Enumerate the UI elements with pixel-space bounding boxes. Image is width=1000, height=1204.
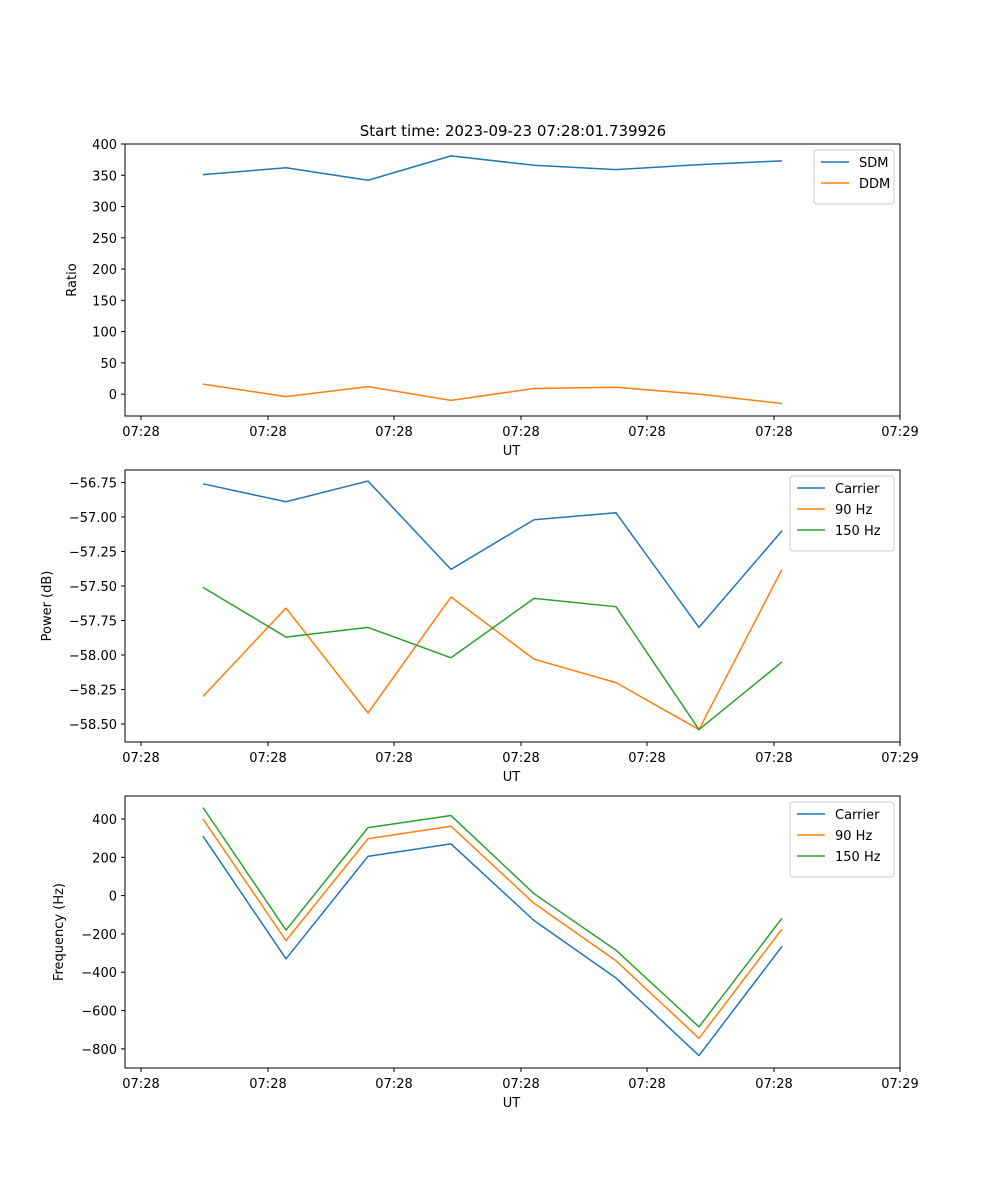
y-tick-label: −400 bbox=[81, 966, 117, 981]
series-line-sdm bbox=[202, 155, 783, 182]
x-tick-label: 07:28 bbox=[755, 1077, 792, 1092]
x-tick-label: 07:28 bbox=[375, 425, 412, 440]
chart-panel-1: 07:28 07:28 07:28 07:28 07:28 07:28 07:29 0 50 10… bbox=[65, 138, 919, 459]
y-tick-label: −58.25 bbox=[69, 684, 117, 699]
figure-title: Start time: 2023-09-23 07:28:01.739926 bbox=[360, 122, 666, 140]
chart-panel-3: 07:28 07:28 07:28 07:28 07:28 07:28 07:29 −800 −… bbox=[52, 795, 919, 1111]
legend-label: SDM bbox=[859, 156, 888, 171]
x-tick-label: 07:28 bbox=[502, 751, 539, 766]
axes-frame bbox=[124, 795, 901, 1069]
series-line-carrier bbox=[202, 835, 783, 1057]
y-tick-label: 100 bbox=[92, 326, 117, 341]
y-tick-label: 200 bbox=[92, 263, 117, 278]
y-tick-label: −600 bbox=[81, 1005, 117, 1020]
y-axis-label: Frequency (Hz) bbox=[52, 883, 67, 981]
legend: SDM DDM bbox=[813, 149, 895, 205]
series-line-150-hz bbox=[202, 586, 783, 731]
x-tick-label: 07:28 bbox=[249, 751, 286, 766]
y-tick-label: 300 bbox=[92, 201, 117, 216]
legend-label: Carrier bbox=[835, 808, 880, 823]
y-tick-label: −57.25 bbox=[69, 545, 117, 560]
legend-label: 150 Hz bbox=[835, 850, 881, 865]
y-tick-label: 250 bbox=[92, 232, 117, 247]
y-tick-label: 400 bbox=[92, 138, 117, 153]
y-tick-label: −57.75 bbox=[69, 614, 117, 629]
x-tick-label: 07:28 bbox=[628, 751, 665, 766]
x-tick-label: 07:28 bbox=[755, 751, 792, 766]
axes-frame bbox=[124, 469, 901, 743]
y-tick-label: 400 bbox=[92, 813, 117, 828]
x-tick-label: 07:28 bbox=[502, 1077, 539, 1092]
x-axis-label: UT bbox=[503, 1096, 521, 1111]
x-tick-label: 07:28 bbox=[249, 425, 286, 440]
series-line-150-hz bbox=[202, 807, 783, 1028]
y-axis-label: Ratio bbox=[65, 263, 80, 296]
x-tick-label: 07:28 bbox=[628, 425, 665, 440]
x-tick-label: 07:28 bbox=[375, 751, 412, 766]
x-tick-label: 07:28 bbox=[502, 425, 539, 440]
series-line-90-hz bbox=[202, 569, 783, 731]
x-tick-label: 07:29 bbox=[881, 751, 918, 766]
legend-box bbox=[789, 475, 895, 552]
chart-panel-2: 07:28 07:28 07:28 07:28 07:28 07:28 07:29 −58.5… bbox=[40, 469, 919, 785]
legend-box bbox=[789, 801, 895, 878]
x-tick-label: 07:28 bbox=[755, 425, 792, 440]
series-line-90-hz bbox=[202, 818, 783, 1040]
y-tick-label: −800 bbox=[81, 1043, 117, 1058]
y-tick-label: −58.50 bbox=[69, 718, 117, 733]
x-tick-label: 07:28 bbox=[122, 425, 159, 440]
legend: Carrier 90 Hz 150 Hz bbox=[789, 801, 895, 878]
x-tick-label: 07:28 bbox=[122, 1077, 159, 1092]
y-tick-label: 0 bbox=[109, 388, 117, 403]
legend-label: 90 Hz bbox=[835, 829, 872, 844]
x-tick-label: 07:28 bbox=[249, 1077, 286, 1092]
legend-label: 90 Hz bbox=[835, 503, 872, 518]
x-tick-label: 07:28 bbox=[122, 751, 159, 766]
y-tick-label: 200 bbox=[92, 851, 117, 866]
series-line-ddm bbox=[202, 383, 783, 405]
y-tick-label: −200 bbox=[81, 928, 117, 943]
x-tick-label: 07:29 bbox=[881, 1077, 918, 1092]
y-tick-label: −56.75 bbox=[69, 476, 117, 491]
y-tick-label: 0 bbox=[109, 890, 117, 905]
y-tick-label: −57.50 bbox=[69, 580, 117, 595]
legend-label: Carrier bbox=[835, 482, 880, 497]
legend-label: 150 Hz bbox=[835, 524, 881, 539]
axes-frame bbox=[124, 143, 901, 417]
legend: Carrier 90 Hz 150 Hz bbox=[789, 475, 895, 552]
y-tick-label: 150 bbox=[92, 294, 117, 309]
x-tick-label: 07:28 bbox=[628, 1077, 665, 1092]
x-axis-label: UT bbox=[503, 444, 521, 459]
legend-label: DDM bbox=[859, 177, 890, 192]
series-line-carrier bbox=[202, 480, 783, 629]
x-axis-label: UT bbox=[503, 770, 521, 785]
x-tick-label: 07:29 bbox=[881, 425, 918, 440]
y-tick-label: 50 bbox=[100, 357, 117, 372]
legend-box bbox=[813, 149, 895, 205]
y-tick-label: −58.00 bbox=[69, 649, 117, 664]
x-tick-label: 07:28 bbox=[375, 1077, 412, 1092]
y-tick-label: −57.00 bbox=[69, 511, 117, 526]
y-axis-label: Power (dB) bbox=[40, 571, 55, 642]
y-tick-label: 350 bbox=[92, 169, 117, 184]
